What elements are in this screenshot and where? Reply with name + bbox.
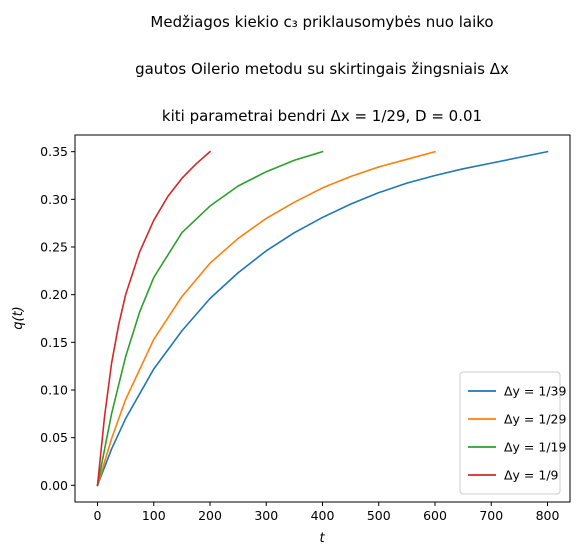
- y-tick-label: 0.15: [40, 335, 68, 350]
- x-tick-label: 100: [142, 508, 166, 523]
- series-line-4: [96, 150, 212, 487]
- x-tick-label: 200: [198, 508, 222, 523]
- title-line-1: Medžiagos kiekio c₃ priklausomybės nuo l…: [150, 13, 493, 31]
- x-tick-label: 800: [536, 508, 560, 523]
- x-tick-label: 600: [423, 508, 447, 523]
- title-line-2: gautos Oilerio metodu su skirtingais žin…: [135, 60, 509, 78]
- y-tick-label: 0.05: [40, 430, 68, 445]
- x-tick-label: 300: [254, 508, 278, 523]
- legend-label-3: Δy = 1/19: [504, 440, 566, 455]
- y-tick-label: 0.00: [40, 478, 68, 493]
- legend-box: [459, 371, 561, 495]
- x-tick-label: 700: [479, 508, 503, 523]
- y-tick-label: 0.20: [40, 287, 68, 302]
- y-tick-label: 0.30: [40, 192, 68, 207]
- legend-label-4: Δy = 1/9: [504, 468, 559, 483]
- y-axis-label: q(t): [11, 306, 26, 330]
- x-tick-label: 0: [94, 508, 102, 523]
- legend-label-2: Δy = 1/29: [504, 412, 566, 427]
- plot-area: 0 100 200 300 400 500 600 700 800 0.00 0.05 0.10 0.1…: [40, 134, 571, 523]
- series-line-2: [96, 150, 436, 487]
- series-line-1: [96, 150, 549, 487]
- y-tick-label: 0.35: [40, 144, 68, 159]
- x-tick-label: 500: [367, 508, 391, 523]
- y-tick-label: 0.10: [40, 382, 68, 397]
- x-axis-label: t: [319, 531, 325, 546]
- y-tick-label: 0.25: [40, 240, 68, 255]
- title-line-3: kiti parametrai bendri Δx = 1/29, D = 0.…: [162, 107, 482, 125]
- series-line-3: [96, 150, 324, 487]
- chart-title: Medžiagos kiekio c₃ priklausomybės nuo l…: [135, 13, 509, 125]
- legend-label-1: Δy = 1/39: [504, 384, 566, 399]
- x-tick-label: 400: [311, 508, 335, 523]
